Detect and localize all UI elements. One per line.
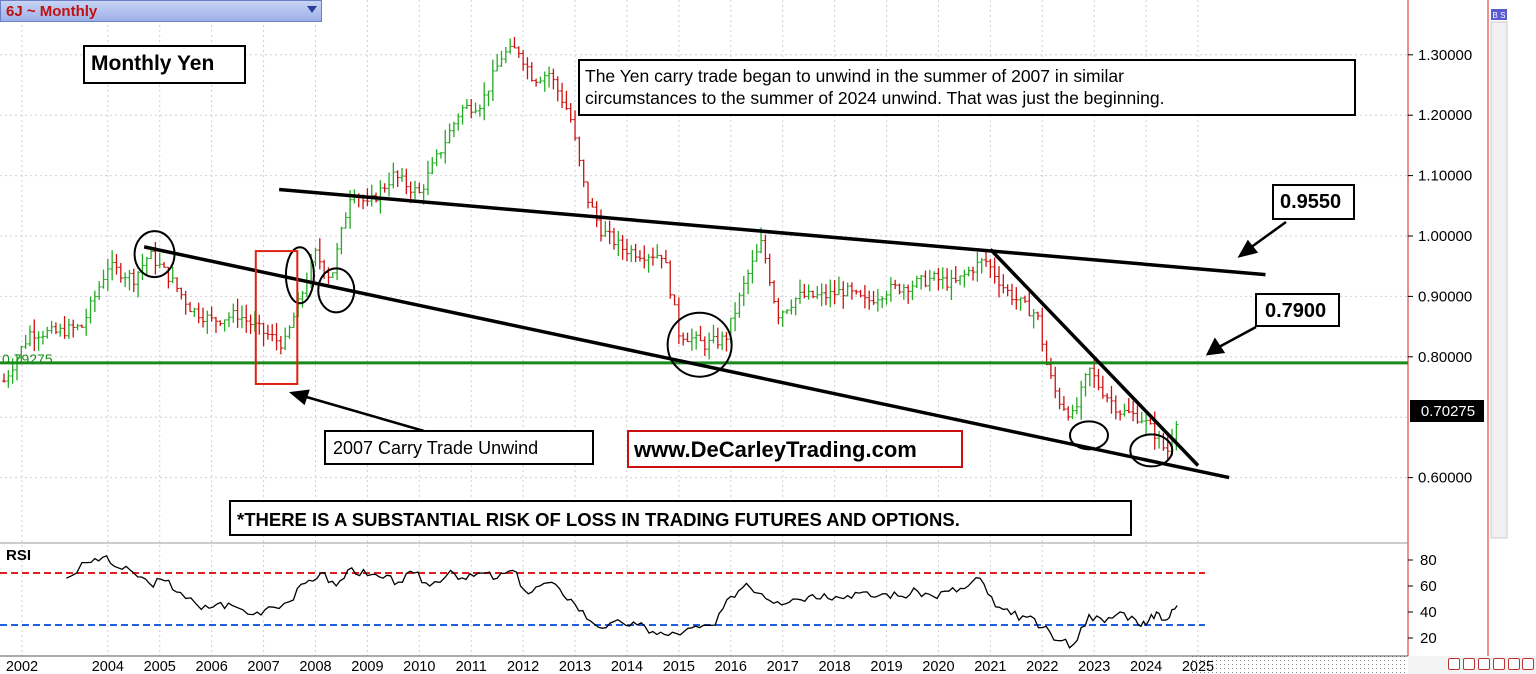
year-label: 2013 <box>559 659 591 674</box>
year-label: 2022 <box>1026 659 1058 674</box>
time-axis: 2002 2004 2005 2006 2007 2008 2009 2010 2011 2012… <box>6 659 1214 674</box>
year-label: 2002 <box>6 659 38 674</box>
vertical-scrollbar[interactable] <box>1490 21 1508 539</box>
rsi-line <box>66 554 1178 649</box>
year-label: 2017 <box>767 659 799 674</box>
arrow-head <box>1205 337 1226 356</box>
year-label: 2024 <box>1130 659 1162 674</box>
trendline <box>143 245 1230 480</box>
rsi-title: RSI <box>6 547 31 564</box>
arrow-head <box>288 389 310 406</box>
price-tick-label: 0.60000 <box>1418 470 1472 487</box>
chevron-down-icon[interactable] <box>307 6 317 13</box>
corner-badge[interactable]: B S <box>1491 9 1507 20</box>
year-label: 2014 <box>611 659 643 674</box>
symbol-selector[interactable]: 6J ~ Monthly <box>0 0 322 22</box>
trendline <box>989 248 1200 467</box>
circle-marker <box>666 311 733 378</box>
rsi-tick-label: 60 <box>1420 578 1437 595</box>
trendline <box>278 187 1266 277</box>
chart-grid <box>0 0 1408 656</box>
circle-marker <box>284 246 315 305</box>
year-label: 2004 <box>92 659 124 674</box>
price-tick-label: 0.90000 <box>1418 288 1472 305</box>
year-label: 2012 <box>507 659 539 674</box>
future-area <box>1190 656 1408 674</box>
year-label: 2020 <box>922 659 954 674</box>
year-label: 2008 <box>299 659 331 674</box>
circle-marker <box>1129 433 1174 468</box>
level-label-upper: 0.9550 <box>1272 184 1355 220</box>
arrow-to-upper-trendline <box>1249 220 1287 250</box>
trendlines[interactable] <box>143 187 1266 480</box>
year-label: 2016 <box>715 659 747 674</box>
chart-title-box: Monthly Yen <box>83 45 246 84</box>
price-tick-label: 0.80000 <box>1418 349 1472 366</box>
unwind-label-box: 2007 Carry Trade Unwind <box>324 430 594 465</box>
toolbar-icon-2[interactable] <box>1463 658 1475 670</box>
year-label: 2009 <box>351 659 383 674</box>
commentary-line-1: The Yen carry trade began to unwind in t… <box>585 66 1124 86</box>
year-label: 2011 <box>456 659 487 674</box>
toolbar-icon-6[interactable] <box>1522 658 1534 670</box>
arrow-to-support-line <box>1218 325 1257 349</box>
symbol-label: 6J ~ Monthly <box>6 3 98 20</box>
year-label: 2025 <box>1182 659 1214 674</box>
toolbar-icon-5[interactable] <box>1508 658 1520 670</box>
highlight-circles <box>133 230 1174 468</box>
toolbar-icon-4[interactable] <box>1493 658 1505 670</box>
year-label: 2019 <box>870 659 902 674</box>
rsi-tick-label: 80 <box>1420 552 1437 569</box>
year-label: 2021 <box>974 659 1006 674</box>
risk-disclaimer: *THERE IS A SUBSTANTIAL RISK OF LOSS IN … <box>229 500 1132 536</box>
year-label: 2018 <box>818 659 850 674</box>
2007-highlight-box <box>254 250 299 385</box>
rsi-tick-label: 20 <box>1420 630 1437 647</box>
year-label: 2015 <box>663 659 695 674</box>
rsi-panel: 80 60 40 20 <box>0 552 1437 649</box>
arrows <box>288 220 1287 433</box>
circle-marker <box>133 230 176 279</box>
last-price-tag: 0.70275 <box>1410 400 1484 422</box>
price-bars <box>2 36 1179 460</box>
year-label: 2006 <box>196 659 228 674</box>
commentary-line-2: circumstances to the summer of 2024 unwi… <box>585 88 1165 108</box>
price-tick-label: 1.20000 <box>1418 107 1472 124</box>
year-label: 2005 <box>144 659 176 674</box>
arrow-to-2007-box <box>302 394 425 433</box>
year-label: 2010 <box>403 659 435 674</box>
year-label: 2007 <box>247 659 279 674</box>
price-tick-label: 1.00000 <box>1418 228 1472 245</box>
circle-marker <box>317 267 356 314</box>
circle-marker <box>1068 420 1109 451</box>
price-tick-label: 1.30000 <box>1418 47 1472 64</box>
arrow-head <box>1237 239 1259 258</box>
price-scale: 1.30000 1.20000 1.10000 1.00000 0.90000 0.800… <box>1408 47 1472 487</box>
level-label-lower: 0.7900 <box>1255 293 1340 327</box>
price-tick-label: 1.10000 <box>1418 168 1472 185</box>
last-price-label: 0.70275 <box>1421 403 1475 420</box>
support-level-marker: 0.79275 <box>2 351 53 367</box>
toolbar-icon-1[interactable] <box>1448 658 1460 670</box>
website-watermark: www.DeCarleyTrading.com <box>627 430 963 468</box>
corner-badge-text: B S <box>1493 11 1506 20</box>
year-label: 2023 <box>1078 659 1110 674</box>
commentary-box: The Yen carry trade began to unwind in t… <box>578 59 1356 116</box>
toolbar-icon-3[interactable] <box>1478 658 1490 670</box>
rsi-tick-label: 40 <box>1420 604 1437 621</box>
